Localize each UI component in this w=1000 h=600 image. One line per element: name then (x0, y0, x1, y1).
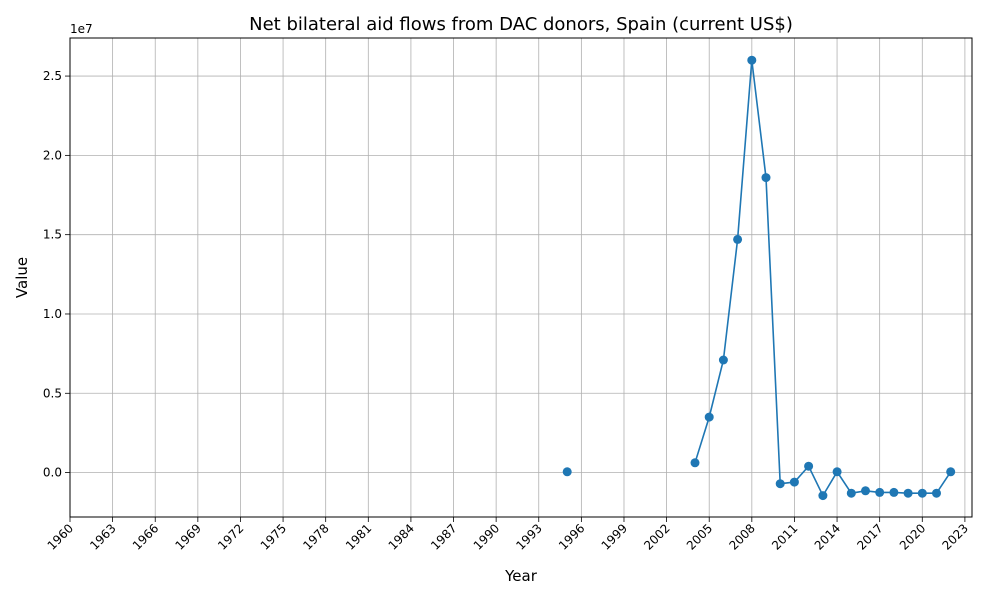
y-axis-offset-label: 1e7 (70, 22, 93, 36)
data-point (932, 488, 941, 498)
data-point (846, 488, 856, 498)
data-point (761, 173, 771, 183)
data-point (775, 479, 785, 489)
data-point (690, 458, 700, 468)
data-point (704, 412, 714, 422)
data-point (875, 487, 885, 497)
y-tick-label: 0.0 (43, 466, 62, 480)
data-point (804, 461, 814, 471)
y-axis-title: Value (13, 257, 31, 298)
y-tick-label: 0.5 (43, 386, 62, 400)
data-point (861, 486, 870, 496)
data-point (718, 355, 728, 365)
y-tick-label: 2.0 (43, 148, 62, 162)
series-layer (562, 55, 956, 501)
data-point (832, 467, 842, 477)
y-axis: 0.0 0.5 1.0 1.5 2.0 2.5 (43, 69, 70, 480)
y-tick-label: 2.5 (43, 69, 62, 83)
data-point (789, 477, 799, 487)
data-point (747, 55, 757, 65)
data-point (946, 467, 956, 477)
x-axis-title: Year (504, 567, 538, 585)
data-point (818, 491, 828, 501)
data-point (562, 467, 572, 477)
grid (69, 38, 972, 517)
data-point (903, 488, 913, 498)
plot-frame (69, 37, 973, 518)
data-point (733, 234, 743, 244)
y-tick-label: 1.0 (43, 307, 62, 321)
data-point (917, 488, 927, 498)
data-point (889, 487, 899, 497)
y-tick-label: 1.5 (43, 228, 62, 242)
chart-title: Net bilateral aid flows from DAC donors,… (249, 14, 793, 35)
